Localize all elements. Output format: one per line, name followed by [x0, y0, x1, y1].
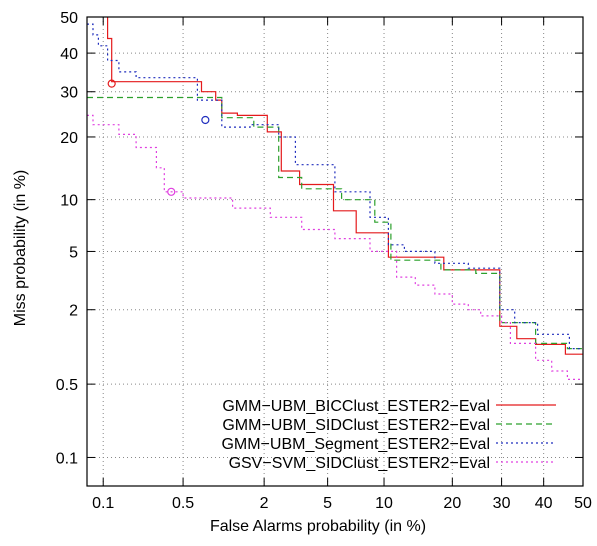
y-tick-label: 0.1	[56, 450, 78, 467]
grid-layer	[87, 16, 584, 486]
x-axis-label: False Alarms probability (in %)	[210, 518, 426, 535]
y-tick-label: 30	[60, 85, 78, 102]
series-layer	[87, 17, 583, 380]
legend-label-3: GMM−UBM_Segment_ESTER2−Eval	[221, 436, 490, 453]
x-tick-label: 0.5	[172, 495, 194, 512]
y-tick-label: 20	[60, 130, 78, 147]
x-tick-label: 40	[535, 495, 553, 512]
x-tick-label: 30	[493, 495, 511, 512]
legend-label-4: GSV−SVM_SIDClust_ESTER2−Eval	[229, 455, 490, 472]
legend-label-2: GMM−UBM_SIDClust_ESTER2−Eval	[222, 417, 490, 434]
x-tick-label: 20	[443, 495, 461, 512]
y-tick-label: 50	[60, 10, 78, 27]
y-tick-label: 2	[69, 303, 78, 320]
x-tick-label: 10	[375, 495, 393, 512]
legend: GMM−UBM_BICClust_ESTER2−Eval GMM−UBM_SIDC…	[221, 398, 556, 472]
legend-label-1: GMM−UBM_BICClust_ESTER2−Eval	[222, 398, 490, 415]
series-line-1	[107, 17, 583, 355]
x-tick-label: 0.1	[92, 495, 114, 512]
y-tick-label: 10	[60, 193, 78, 210]
operating-point-marker-1	[107, 79, 116, 88]
y-tick-label: 5	[69, 244, 78, 261]
x-tick-label: 2	[260, 495, 269, 512]
series-line-2	[87, 96, 583, 350]
operating-point-marker-3	[201, 115, 210, 125]
y-axis-label: Miss probability (in %)	[12, 170, 29, 326]
x-tick-label: 50	[574, 495, 592, 512]
y-tick-label: 0.5	[56, 377, 78, 394]
y-tick-label: 40	[60, 46, 78, 63]
series-line-4	[87, 114, 583, 380]
series-line-3	[87, 23, 583, 350]
x-tick-label: 5	[323, 495, 332, 512]
tick-layer: 0.1 0.5 2 5 10 20 30 40 50 0.1 0.5 2 5 10 20 30 40 50	[56, 10, 592, 512]
operating-point-marker-4	[167, 187, 176, 196]
